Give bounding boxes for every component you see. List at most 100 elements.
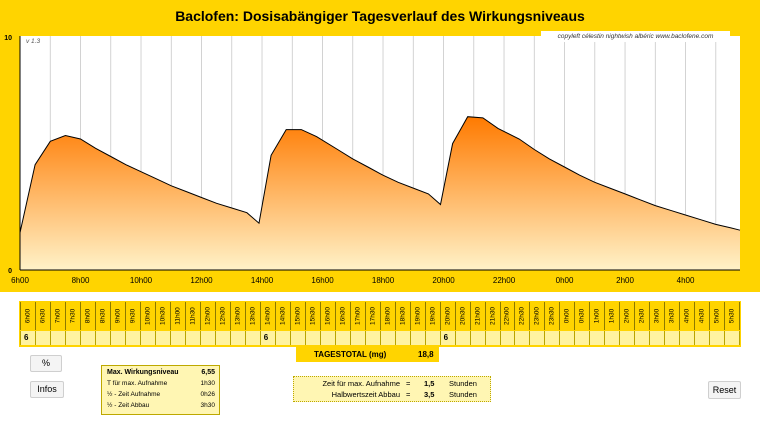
- dose-cell[interactable]: [456, 331, 471, 345]
- level-area: [20, 116, 740, 270]
- time-slot-label: 13h30: [249, 306, 257, 326]
- time-slot: 11h00: [171, 302, 186, 330]
- dose-cell[interactable]: [66, 331, 81, 345]
- time-slot-label: 19h00: [414, 306, 422, 326]
- dose-cell[interactable]: [381, 331, 396, 345]
- dose-cell[interactable]: [710, 331, 726, 345]
- dose-cell[interactable]: [171, 331, 186, 345]
- dose-cell[interactable]: [396, 331, 411, 345]
- dose-cell[interactable]: [501, 331, 516, 345]
- time-slot-label: 8h30: [99, 308, 107, 324]
- half-decay-label: ½ - Zeit Abbau: [107, 402, 150, 409]
- time-slot: 16h00: [321, 302, 336, 330]
- max-level-label: Max. Wirkungsniveau: [107, 369, 179, 376]
- dose-cell[interactable]: [605, 331, 621, 345]
- time-slot: 16h30: [336, 302, 351, 330]
- dose-cell[interactable]: [216, 331, 231, 345]
- dose-cell[interactable]: 6: [441, 331, 456, 345]
- dose-cell[interactable]: [81, 331, 96, 345]
- dose-cell[interactable]: [665, 331, 681, 345]
- dose-cell[interactable]: [231, 331, 246, 345]
- dose-cell[interactable]: [351, 331, 366, 345]
- dose-cell[interactable]: [590, 331, 606, 345]
- dose-cell[interactable]: [650, 331, 666, 345]
- time-slot-label: 5h00: [713, 308, 721, 324]
- dose-cell[interactable]: [695, 331, 711, 345]
- time-slot: 12h00: [201, 302, 216, 330]
- time-slot: 8h30: [96, 302, 111, 330]
- time-slot: 21h30: [486, 302, 501, 330]
- y-tick-bottom: 0: [8, 268, 12, 275]
- x-tick-label: 16h00: [311, 276, 334, 285]
- dose-cell[interactable]: [96, 331, 111, 345]
- half-life-label: Halbwertszeit Abbau: [331, 390, 400, 399]
- time-slot-label: 9h30: [129, 308, 137, 324]
- dose-cell[interactable]: [411, 331, 426, 345]
- dose-cell[interactable]: [515, 331, 531, 345]
- dose-cell[interactable]: [186, 331, 201, 345]
- time-slot-label: 18h00: [384, 306, 392, 326]
- dose-cell[interactable]: 6: [261, 331, 276, 345]
- time-slot-label: 18h30: [399, 306, 407, 326]
- time-slot-label: 21h30: [489, 306, 496, 326]
- time-slot: 9h30: [126, 302, 141, 330]
- x-tick-labels: 6h00 8h00 10h00 12h00 14h00 16h00 18h00 20h00 22…: [11, 276, 695, 285]
- level-line: [19, 116, 741, 233]
- time-slot-label: 14h00: [264, 306, 272, 326]
- x-tick-label: 20h00: [432, 276, 455, 285]
- dose-cell[interactable]: [111, 331, 126, 345]
- dose-cell[interactable]: [635, 331, 651, 345]
- dose-cell[interactable]: [426, 331, 441, 345]
- dose-cell[interactable]: [486, 331, 501, 345]
- x-tick-label: 8h00: [72, 276, 90, 285]
- dose-cell[interactable]: [725, 331, 741, 345]
- infos-button[interactable]: Infos: [30, 381, 64, 398]
- time-slot: 14h00: [261, 302, 276, 330]
- dose-cell[interactable]: [336, 331, 351, 345]
- percent-button[interactable]: %: [30, 355, 62, 372]
- uptake-time-unit: Stunden: [449, 379, 477, 388]
- dose-cell[interactable]: [306, 331, 321, 345]
- x-tick-label: 22h00: [493, 276, 516, 285]
- time-slot-label: 0h00: [563, 308, 571, 324]
- dose-cell[interactable]: [680, 331, 696, 345]
- time-slot: 3h00: [650, 302, 666, 330]
- time-slot-label: 3h00: [653, 308, 661, 324]
- page-title: Baclofen: Dosisabängiger Tagesverlauf de…: [175, 8, 585, 24]
- dose-cell[interactable]: [36, 331, 51, 345]
- dose-cell[interactable]: [201, 331, 216, 345]
- dose-cell[interactable]: [51, 331, 66, 345]
- dose-cell[interactable]: [471, 331, 486, 345]
- time-slot-label: 20h30: [459, 306, 467, 326]
- time-slot-label: 10h00: [144, 306, 152, 326]
- info-panel: Max. Wirkungsniveau 6,55 T für max. Aufna…: [101, 365, 220, 415]
- dose-cell[interactable]: [156, 331, 171, 345]
- time-slot-label: 17h00: [354, 306, 362, 326]
- dose-cell[interactable]: [575, 331, 591, 345]
- reset-button[interactable]: Reset: [708, 381, 741, 399]
- time-slot: 0h00: [560, 302, 576, 330]
- dose-cell[interactable]: [530, 331, 546, 345]
- time-slot-label: 0h30: [578, 308, 586, 324]
- time-slot-label: 6h30: [39, 308, 47, 324]
- dose-cell[interactable]: [276, 331, 291, 345]
- dose-cell[interactable]: [366, 331, 381, 345]
- dose-cell[interactable]: [545, 331, 561, 345]
- dose-cell[interactable]: [620, 331, 636, 345]
- half-life-value[interactable]: 3,5: [424, 390, 435, 399]
- t-max-value: 1h30: [200, 380, 215, 387]
- dose-cell[interactable]: [321, 331, 336, 345]
- dose-cell[interactable]: [141, 331, 156, 345]
- time-slot: 7h30: [66, 302, 81, 330]
- time-slot: 15h00: [291, 302, 306, 330]
- time-slot-label: 23h30: [548, 306, 556, 326]
- x-tick-label: 0h00: [556, 276, 574, 285]
- dose-cell[interactable]: 6: [20, 331, 36, 345]
- dose-cell[interactable]: [291, 331, 306, 345]
- dose-cell[interactable]: [246, 331, 261, 345]
- dose-cell[interactable]: [560, 331, 576, 345]
- time-slot-label: 19h30: [429, 306, 437, 326]
- x-tick-label: 12h00: [190, 276, 213, 285]
- dose-cell[interactable]: [126, 331, 141, 345]
- uptake-time-value[interactable]: 1,5: [424, 379, 435, 388]
